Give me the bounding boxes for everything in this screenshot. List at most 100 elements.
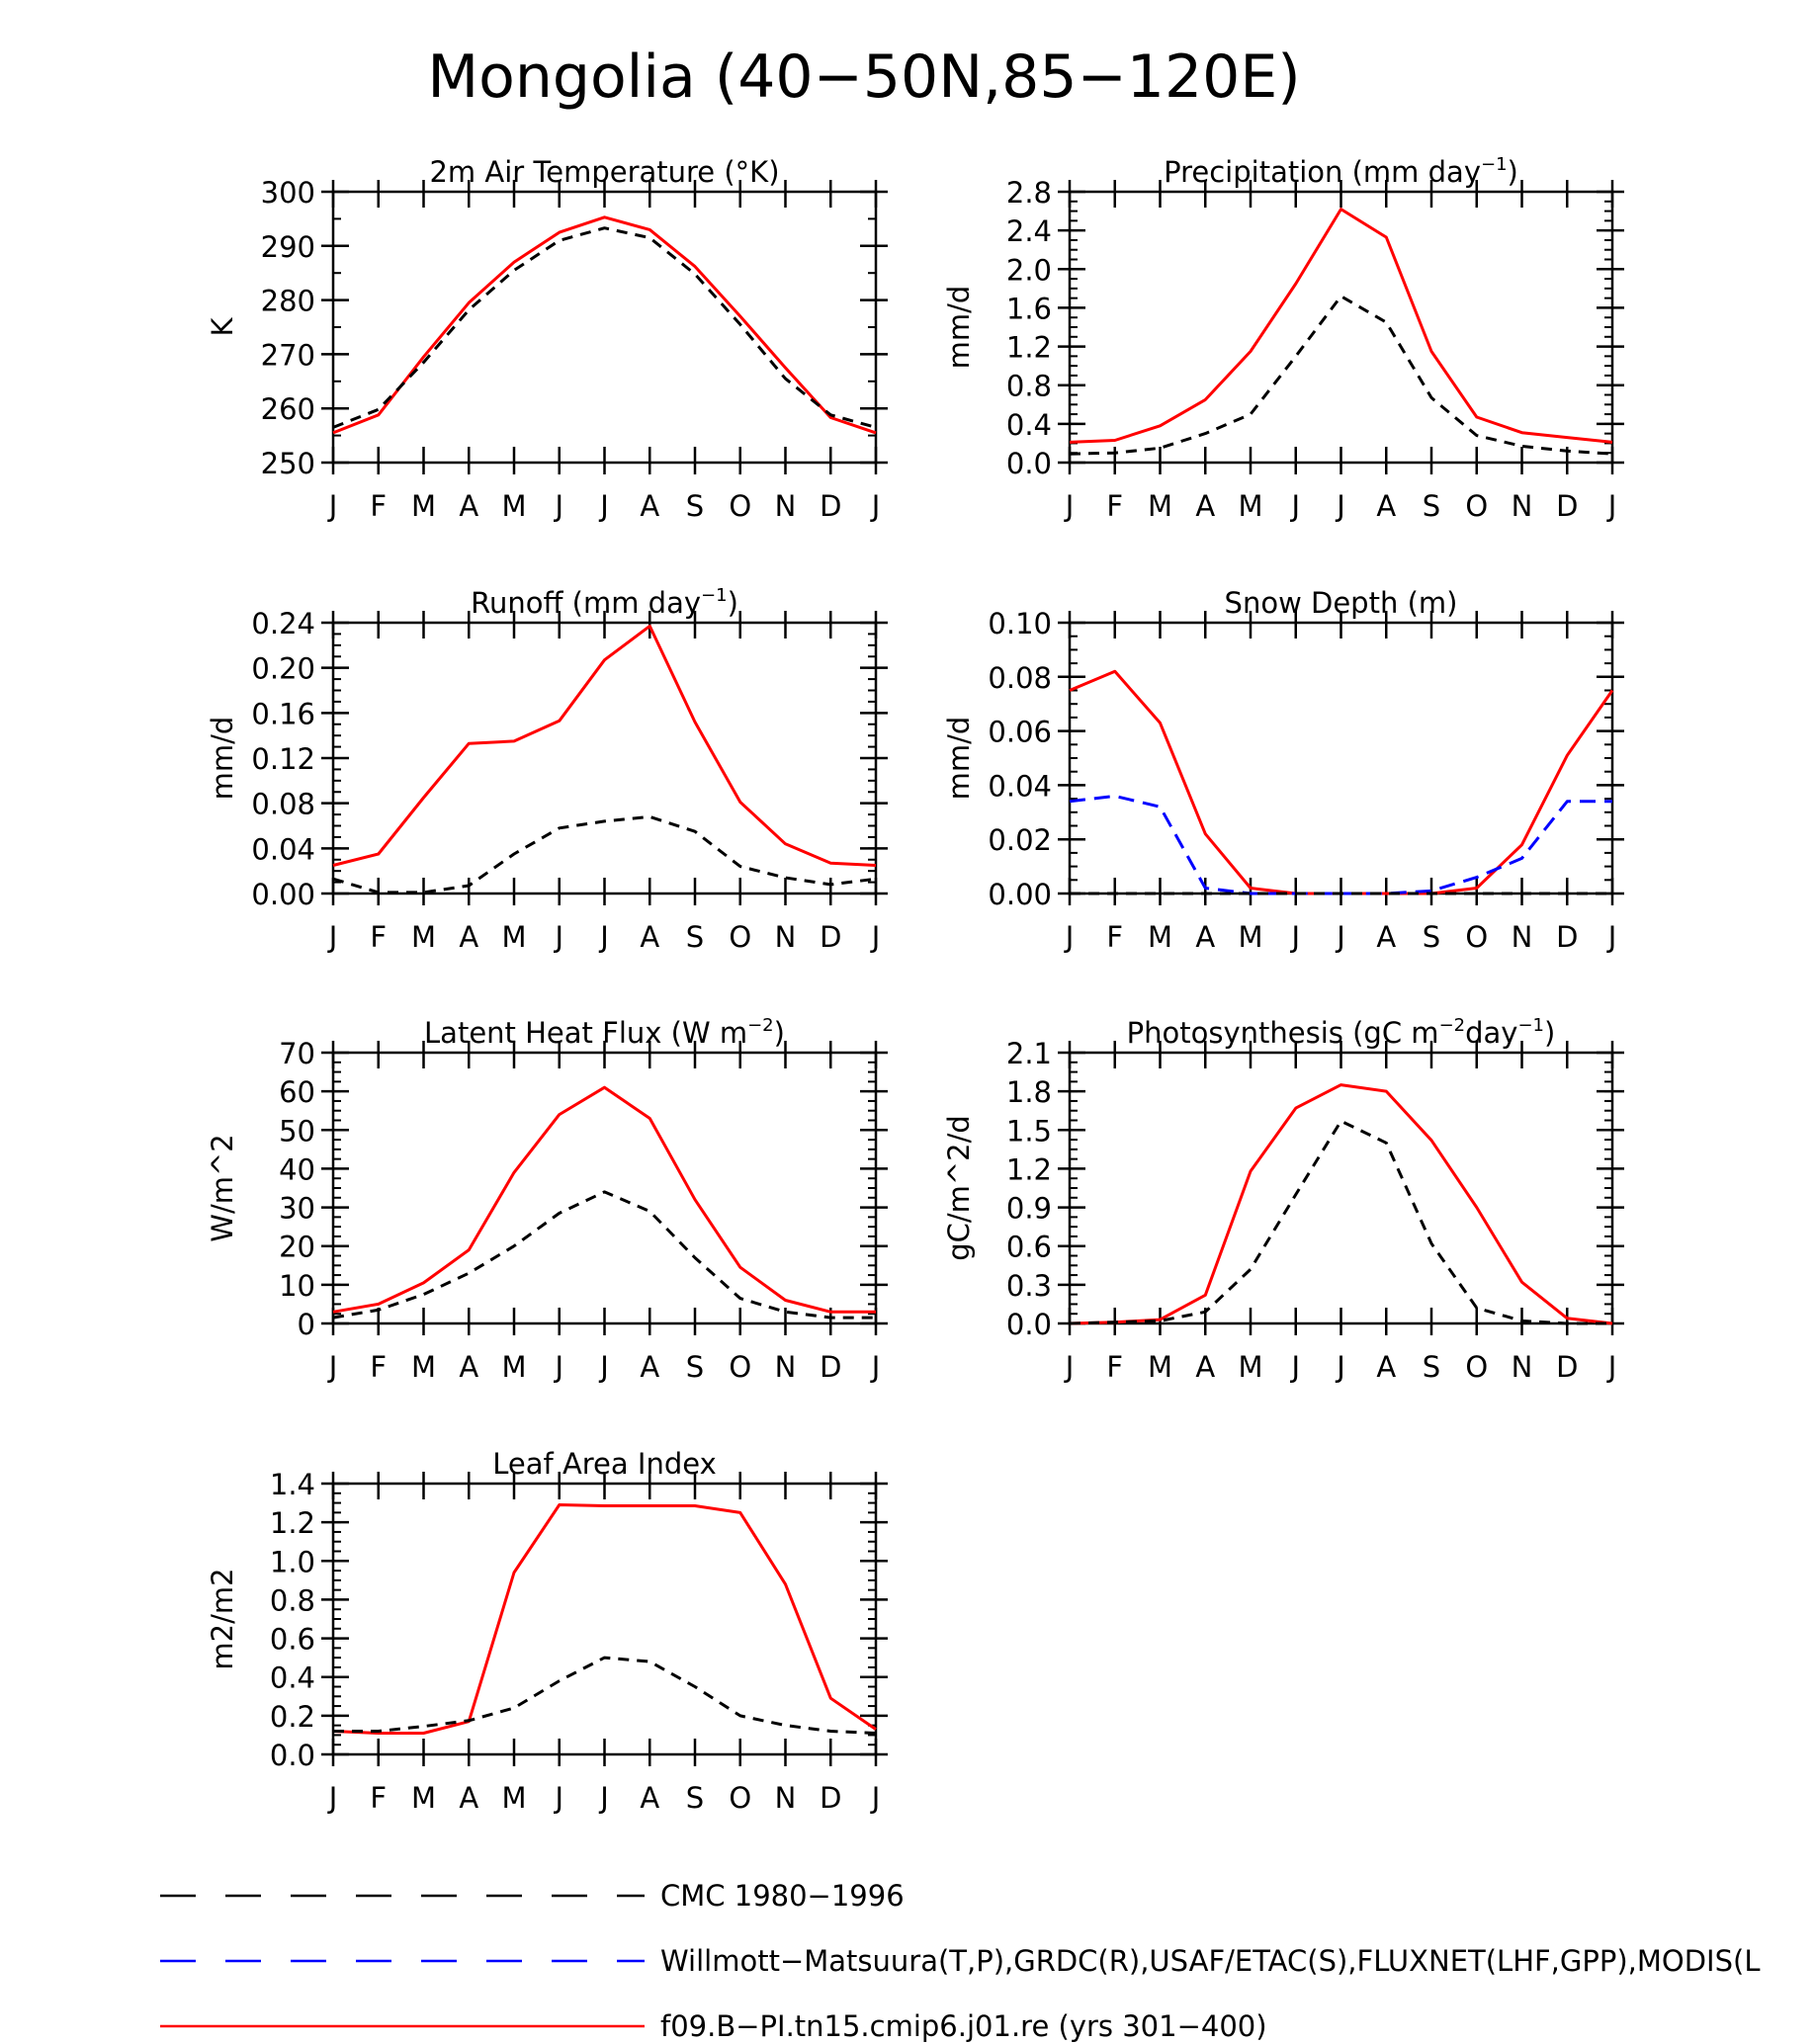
x-tick-label: O — [729, 1350, 751, 1384]
y-tick-label: 0.6 — [1006, 1231, 1052, 1264]
y-tick-label: 270 — [261, 338, 315, 372]
y-tick-label: 70 — [279, 1037, 315, 1070]
x-tick-label: D — [820, 489, 841, 523]
x-tick-label: S — [1423, 1350, 1440, 1384]
x-tick-label: S — [1423, 920, 1440, 954]
x-tick-label: D — [820, 1781, 841, 1815]
plot-frame — [331, 1482, 878, 1756]
y-tick-label: 1.2 — [1006, 1152, 1052, 1186]
x-tick-label: J — [870, 920, 881, 954]
panel-gpp: Photosynthesis (gC m−2day−1) gC/m^2/d 0.0 0… — [942, 1015, 1624, 1384]
x-tick-label: A — [1195, 489, 1215, 523]
y-tick-label: 0.8 — [1006, 370, 1052, 403]
y-tick-label: 0.6 — [270, 1623, 315, 1657]
y-tick-label: 0.20 — [251, 652, 315, 686]
x-tick-label: J — [1289, 920, 1300, 954]
panel-title: Latent Heat Flux (W m−2) — [424, 1015, 785, 1050]
x-tick-label: N — [775, 489, 797, 523]
y-tick-label: 0.3 — [1006, 1269, 1052, 1303]
x-tick-label: N — [1512, 1350, 1533, 1384]
x-tick-label: J — [553, 1350, 563, 1384]
y-tick-label: 1.2 — [1006, 331, 1052, 365]
x-tick-label: S — [686, 920, 704, 954]
x-tick-label: M — [501, 1781, 526, 1815]
panels: 2m Air Temperature (°K)K2502602702802903… — [206, 154, 1624, 1815]
x-tick-label: J — [1064, 1350, 1075, 1384]
x-tick-label: A — [1376, 489, 1396, 523]
x-tick-label: F — [370, 489, 387, 523]
x-tick-label: J — [1064, 920, 1075, 954]
x-tick-label: A — [640, 920, 659, 954]
y-tick-label: 0.04 — [988, 769, 1052, 803]
x-tick-label: A — [459, 1781, 478, 1815]
y-tick-label: 1.8 — [1006, 1075, 1052, 1109]
x-tick-label: J — [870, 1781, 881, 1815]
y-tick-label: 2.0 — [1006, 253, 1052, 287]
y-tick-label: 10 — [279, 1269, 315, 1303]
y-tick-label: 0 — [298, 1308, 315, 1341]
x-tick-label: N — [1512, 920, 1533, 954]
x-tick-label: J — [553, 489, 563, 523]
x-tick-label: M — [501, 1350, 526, 1384]
x-tick-label: J — [327, 489, 338, 523]
series-line-model — [1069, 1083, 1613, 1325]
x-tick-label: J — [1335, 1350, 1345, 1384]
x-tick-label: A — [1376, 1350, 1396, 1384]
y-tick-label: 0.8 — [270, 1583, 315, 1617]
x-tick-label: M — [1238, 920, 1262, 954]
y-tick-label: 0.08 — [988, 661, 1052, 695]
figure-title: Mongolia (40−50N,85−120E) — [427, 43, 1300, 112]
x-tick-label: O — [1465, 1350, 1488, 1384]
x-tick-label: M — [501, 920, 526, 954]
legend-label-obs: Willmott−Matsuura(T,P),GRDC(R),USAF/ETAC… — [660, 1944, 1761, 1978]
x-tick-label: J — [327, 1781, 338, 1815]
y-tick-label: 50 — [279, 1114, 315, 1148]
y-tick-label: 0.02 — [988, 823, 1052, 857]
x-tick-label: J — [598, 489, 609, 523]
x-tick-label: J — [1606, 1350, 1617, 1384]
legend-item-cmc: CMC 1980−1996 — [160, 1879, 905, 1913]
x-tick-label: F — [370, 1781, 387, 1815]
panel-lai: Leaf Area Indexm2/m20.00.20.40.60.81.01.… — [206, 1447, 888, 1815]
series-line-cmc — [332, 1190, 876, 1320]
x-tick-label: M — [1148, 920, 1172, 954]
x-tick-label: A — [1195, 1350, 1215, 1384]
x-tick-label: N — [1512, 489, 1533, 523]
panel-runoff: Runoff (mm day−1) mm/d 0.00 0.04 0.08 0.12 0.1… — [206, 585, 888, 954]
y-tick-label: 0.24 — [251, 607, 315, 640]
y-tick-label: 0.16 — [251, 697, 315, 730]
y-axis-label: m2/m2 — [206, 1568, 239, 1669]
x-tick-label: M — [501, 489, 526, 523]
y-tick-label: 0.0 — [1006, 447, 1052, 480]
x-tick-label: J — [870, 1350, 881, 1384]
y-tick-label: 1.0 — [270, 1545, 315, 1578]
x-tick-label: A — [1376, 920, 1396, 954]
x-tick-label: A — [640, 1350, 659, 1384]
y-tick-label: 0.9 — [1006, 1192, 1052, 1226]
y-tick-label: 0.0 — [270, 1739, 315, 1772]
x-tick-label: M — [411, 1350, 436, 1384]
x-tick-label: O — [729, 1781, 751, 1815]
x-tick-label: F — [370, 920, 387, 954]
series-line-cmc — [1069, 1119, 1612, 1325]
y-tick-label: 2.1 — [1006, 1037, 1052, 1070]
y-axis-label: gC/m^2/d — [942, 1115, 976, 1261]
legend-item-model: f09.B−PI.tn15.cmip6.j01.re (yrs 301−400) — [160, 2009, 1267, 2043]
x-tick-label: F — [1106, 489, 1123, 523]
plot-frame — [1068, 1051, 1614, 1325]
x-tick-label: A — [640, 489, 659, 523]
x-tick-label: M — [1148, 489, 1172, 523]
x-tick-label: A — [459, 920, 478, 954]
x-tick-label: O — [1465, 489, 1488, 523]
y-tick-label: 1.5 — [1006, 1114, 1052, 1148]
x-tick-label: D — [1556, 920, 1578, 954]
series-line-model — [332, 215, 877, 435]
plot-frame — [331, 190, 878, 465]
x-tick-label: M — [1238, 489, 1262, 523]
y-tick-label: 290 — [261, 230, 315, 264]
x-tick-label: J — [553, 920, 563, 954]
x-tick-label: J — [1606, 489, 1617, 523]
x-tick-label: J — [553, 1781, 563, 1815]
x-tick-label: D — [1556, 489, 1578, 523]
y-tick-label: 2.8 — [1006, 176, 1052, 210]
